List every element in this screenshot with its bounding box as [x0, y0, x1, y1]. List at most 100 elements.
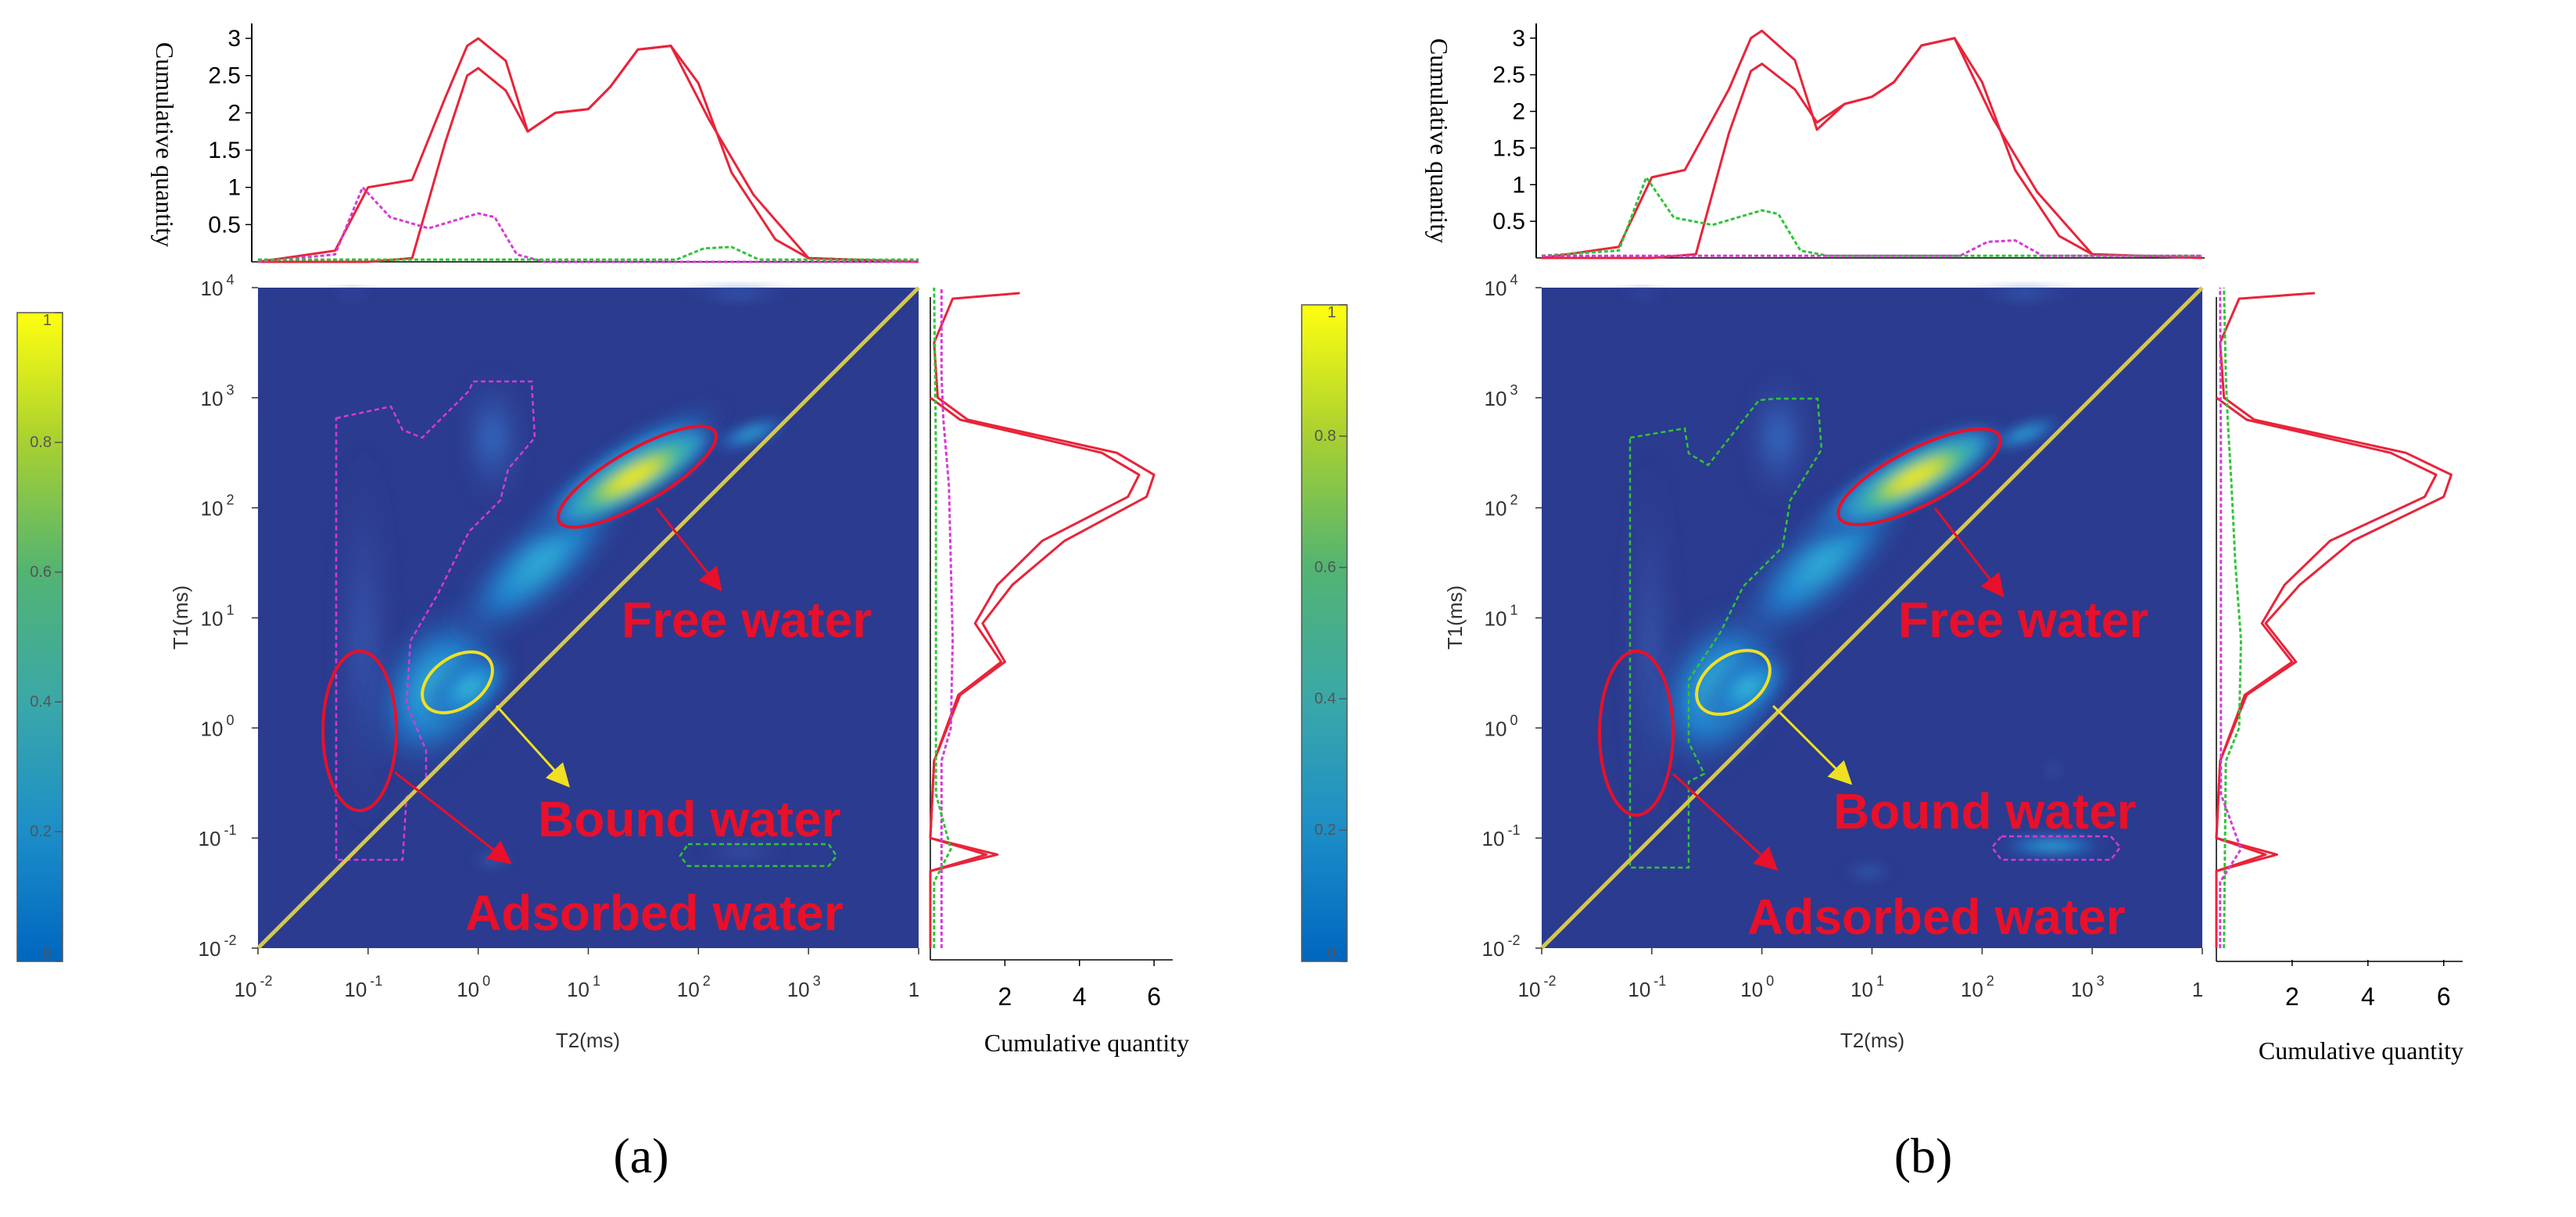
colorbar-ticks: 0 0.2 0.4 0.6 0.8 1 — [1314, 304, 1347, 962]
x-tick-label: 10 0 — [1740, 973, 1774, 1001]
free-water-ellipse — [556, 424, 718, 529]
top-tick-label: 2 — [228, 100, 241, 126]
x-tick-label: 1 — [2192, 978, 2203, 1001]
y-tick-exponent: 2 — [226, 492, 234, 508]
x-tick-label: 10 -1 — [344, 973, 382, 1001]
y-tick-label: 10 -2 — [1482, 932, 1521, 961]
y-tick-label: 10 4 — [201, 272, 235, 300]
right-tick-label: 2 — [2285, 983, 2299, 1011]
top-projection-ylabel: Cumulative quantity — [151, 42, 179, 247]
panel-label-a: (a) — [613, 1128, 668, 1183]
green-region — [679, 843, 838, 868]
colorbar-gradient — [1301, 304, 1348, 962]
top-curve-red-inner — [258, 45, 919, 263]
magenta-region — [1990, 835, 2122, 861]
x-tick-exponent: 0 — [482, 973, 490, 989]
y-tick-label: 10 3 — [1485, 382, 1518, 410]
x-tick-exponent: -1 — [1653, 973, 1666, 989]
x-tick-label: 10 1 — [567, 973, 600, 1001]
x-tick-exponent: -2 — [1543, 973, 1556, 989]
colorbar-tick-label: 1 — [43, 312, 52, 329]
y-tick-exponent: 3 — [1510, 382, 1517, 398]
x-tick-label: 10 3 — [787, 973, 821, 1001]
y-tick-exponent: 0 — [226, 712, 234, 728]
bound-water-arrow — [1772, 704, 1853, 786]
annotations: Free water Bound water Adsorbed water — [321, 424, 872, 941]
x-tick-label: 10 -2 — [235, 973, 273, 1001]
x-tick-exponent: 2 — [703, 973, 711, 989]
right-tick-label: 4 — [2361, 983, 2375, 1011]
colorbar-ticks: 0 0.2 0.4 0.6 0.8 1 — [30, 312, 63, 962]
right-tick-label: 4 — [1073, 983, 1087, 1011]
annotations: Free water Bound water Adsorbed water — [1598, 427, 2148, 945]
colorbar-tick-label: 0.4 — [30, 693, 52, 711]
right-curve-magenta — [2219, 287, 2242, 948]
right-tick-label: 2 — [998, 983, 1012, 1011]
x-tick-exponent: 3 — [813, 973, 821, 989]
top-tick-label: 1.5 — [1492, 135, 1525, 161]
y-tick-exponent: -1 — [1507, 822, 1520, 838]
top-tick-label: 2.5 — [1492, 63, 1525, 88]
top-curve-green — [1541, 176, 2202, 257]
y-axis-label: T1(ms) — [1443, 585, 1467, 650]
x-axis-label: T2(ms) — [556, 1029, 620, 1052]
top-tick-label: 2.5 — [208, 63, 241, 89]
x-tick-exponent: 1 — [1876, 973, 1884, 989]
adsorbed-water-arrow — [1671, 772, 1779, 872]
top-projection: 0.5 1 1.5 2 2.5 3 Cumulative quantity — [1425, 23, 2205, 260]
right-curve-red-inner — [2215, 396, 2438, 948]
y-tick-exponent: -1 — [224, 822, 236, 838]
bound-water-label: Bound water — [1833, 783, 2137, 839]
heatmap-x-ticks: 10 -2 10 -1 10 0 10 1 10 2 10 3 1 — [1518, 948, 2203, 1001]
right-projection-ticks: 2 4 6 — [2285, 960, 2451, 1011]
x-tick-exponent: 0 — [1766, 973, 1774, 989]
top-projection-curves — [257, 37, 919, 263]
right-curve-red-inner — [929, 396, 1141, 948]
top-tick-label: 0.5 — [1492, 209, 1525, 234]
bound-water-label: Bound water — [538, 791, 841, 847]
bound-water-arrow — [495, 704, 571, 788]
y-tick-label: 10 0 — [201, 712, 235, 740]
x-tick-label: 10 0 — [457, 973, 490, 1001]
adsorbed-water-ellipse — [1598, 650, 1675, 817]
x-tick-exponent: -2 — [260, 973, 272, 989]
y-tick-label: 10 2 — [201, 492, 235, 521]
right-projection-ticks: 2 4 6 — [998, 960, 1161, 1011]
free-water-ellipse — [1836, 427, 2002, 527]
right-curve-green — [933, 287, 952, 948]
x-tick-exponent: 2 — [1987, 973, 1994, 989]
top-projection: 0.5 1 1.5 2 2.5 3 Cumulative quantity — [151, 23, 919, 263]
x-tick-exponent: 1 — [593, 973, 600, 989]
colorbar-gradient — [16, 312, 63, 962]
top-tick-label: 0.5 — [208, 212, 241, 238]
right-projection: 2 4 6 Cumulative quantity — [2215, 287, 2463, 1065]
top-curve-magenta — [257, 186, 919, 263]
green-region — [1628, 397, 1823, 869]
top-tick-label: 1.5 — [208, 138, 241, 163]
y-tick-exponent: 1 — [1510, 603, 1517, 618]
adsorbed-water-label: Adsorbed water — [1747, 889, 2126, 945]
x-tick-label: 10 1 — [1850, 973, 1884, 1001]
heatmap: 10 -2 10 -1 10 0 10 1 10 2 10 3 1 10 -210 -110 010 110 21… — [169, 272, 920, 1052]
colorbar-tick-label: 0.4 — [1314, 690, 1336, 707]
y-tick-label: 10 0 — [1485, 712, 1518, 740]
bound-water-ellipse — [1695, 649, 1772, 716]
free-water-label: Free water — [622, 592, 872, 648]
panel-b: 00.20.40.60.81 10 -2 1 — [1301, 23, 2463, 1183]
y-tick-exponent: 0 — [1510, 712, 1517, 728]
x-tick-label: 10 2 — [1961, 973, 1994, 1001]
colorbar-tick-label: 0.6 — [30, 564, 52, 581]
x-tick-label: 10 3 — [2071, 973, 2105, 1001]
x-axis-label: T2(ms) — [1840, 1029, 1904, 1052]
y-tick-exponent: 4 — [1510, 272, 1517, 288]
heatmap-x-ticks: 10 -2 10 -1 10 0 10 1 10 2 10 3 1 — [235, 948, 919, 1001]
top-projection-ylabel: Cumulative quantity — [1425, 38, 1453, 243]
y-tick-label: 10 -1 — [199, 822, 237, 850]
top-tick-label: 3 — [228, 26, 241, 52]
right-curve-magenta — [940, 288, 955, 948]
free-water-arrow — [1933, 507, 2005, 598]
free-water-label: Free water — [1898, 592, 2148, 648]
right-curve-red-outer — [929, 292, 1155, 948]
top-projection-ticks: 0.5 1 1.5 2 2.5 3 — [208, 26, 252, 238]
